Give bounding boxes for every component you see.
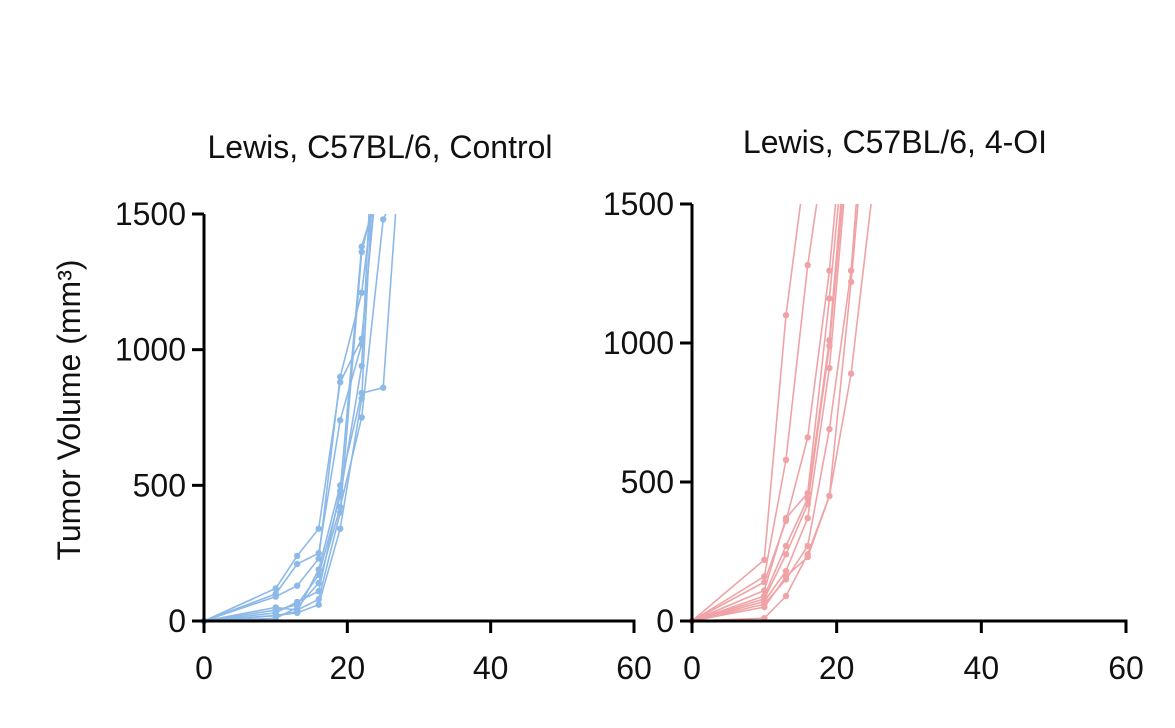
4oi-series-layer — [688, 204, 872, 625]
y-axis-label: Tumor Volume (mm³) — [51, 259, 87, 560]
control-data-point-5-4 — [315, 550, 322, 557]
control-data-point-9-2 — [272, 612, 279, 619]
4oi-series-line-4 — [691, 204, 840, 622]
control-data-point-9-5 — [337, 482, 344, 489]
4oi-x-tick-label-40: 40 — [964, 650, 1000, 686]
control-y-tick-label-0: 0 — [168, 603, 186, 639]
control-series-line-8 — [203, 214, 387, 622]
4oi-data-point-7-4 — [804, 514, 811, 522]
4oi-data-point-6-3 — [782, 551, 790, 558]
control-data-point-3-3 — [294, 582, 301, 589]
4oi-title: Lewis, C57BL/6, 4-OI — [743, 124, 1047, 160]
4oi-y-tick-label-500: 500 — [621, 464, 674, 500]
4oi-y-tick-label-1000: 1000 — [603, 325, 674, 361]
4oi-series-line-1 — [691, 204, 802, 622]
4oi-data-point-10-4 — [804, 553, 811, 561]
4oi-data-point-2-4 — [804, 262, 811, 269]
4oi-data-point-10-6 — [847, 370, 855, 377]
control-plot-area — [200, 214, 397, 625]
4oi-data-point-3-5 — [826, 267, 833, 274]
control-data-point-8-4 — [315, 579, 322, 587]
4oi-plot-area — [688, 204, 872, 625]
control-y-tick-label-1500: 1500 — [115, 196, 186, 232]
control-data-point-8-5 — [337, 503, 344, 511]
control-data-point-3-6 — [358, 289, 365, 296]
control-data-point-8-7 — [380, 216, 387, 223]
control-data-point-9-7 — [380, 384, 387, 391]
control-series-layer — [200, 214, 397, 625]
control-x-tick-label-60: 60 — [616, 650, 652, 686]
4oi-data-point-2-3 — [782, 456, 790, 463]
4oi-data-point-5-3 — [782, 542, 790, 550]
control-series-line-1 — [203, 214, 373, 622]
4oi-data-point-10-5 — [826, 492, 833, 500]
control-data-point-2-6 — [358, 248, 365, 256]
control-data-point-8-6 — [358, 414, 365, 421]
4oi-x-tick-label-60: 60 — [1108, 650, 1144, 686]
4oi-data-point-4-3 — [782, 514, 790, 522]
control-data-point-4-4 — [315, 525, 322, 532]
control-x-tick-label-40: 40 — [473, 650, 509, 686]
4oi-data-point-9-3 — [782, 592, 790, 600]
control-data-point-4-3 — [294, 552, 301, 560]
control-series-line-4 — [203, 214, 375, 622]
4oi-data-point-10-3 — [782, 573, 790, 580]
4oi-series-line-6 — [691, 204, 843, 622]
control-axes: 0 20 40 60 0 500 1000 1500 — [115, 196, 652, 686]
4oi-data-point-1-3 — [782, 312, 790, 319]
4oi-x-tick-label-0: 0 — [683, 650, 701, 686]
4oi-data-point-8-4 — [804, 542, 811, 550]
4oi-data-point-7-3 — [782, 567, 790, 575]
control-data-point-9-6 — [358, 389, 365, 397]
control-data-point-6-4 — [315, 601, 322, 608]
control-y-tick-label-1000: 1000 — [115, 332, 186, 368]
4oi-data-point-9-6 — [847, 278, 855, 285]
4oi-series-line-3 — [691, 204, 837, 622]
control-data-point-9-3 — [294, 608, 301, 615]
control-data-point-5-5 — [337, 417, 344, 424]
control-data-point-7-2 — [272, 606, 279, 614]
4oi-data-point-4-5 — [826, 295, 833, 302]
control-data-point-4-2 — [272, 585, 279, 592]
4oi-data-point-1-2 — [761, 556, 768, 563]
4oi-y-tick-label-1500: 1500 — [603, 186, 674, 222]
control-x-tick-label-0: 0 — [195, 650, 213, 686]
control-data-point-7-6 — [358, 362, 365, 370]
control-series-line-2 — [203, 214, 372, 622]
control-data-point-6-5 — [337, 525, 344, 532]
4oi-data-point-3-4 — [804, 434, 811, 441]
control-series-line-9 — [203, 214, 397, 622]
4oi-x-tick-label-20: 20 — [819, 650, 855, 686]
control-data-point-5-2 — [272, 590, 279, 598]
4oi-y-tick-label-0: 0 — [656, 603, 674, 639]
4oi-series-line-7 — [691, 204, 845, 622]
4oi-data-point-8-5 — [826, 426, 833, 433]
control-data-point-4-5 — [337, 379, 344, 386]
4oi-series-line-5 — [691, 204, 842, 622]
control-y-tick-label-500: 500 — [133, 467, 186, 503]
control-title: Lewis, C57BL/6, Control — [207, 129, 552, 165]
4oi-data-point-7-5 — [826, 364, 833, 372]
4oi-data-point-10-2 — [761, 603, 768, 611]
control-panel: Lewis, C57BL/6, Control 0 20 40 60 0 500 1000 1… — [115, 129, 652, 686]
control-data-point-5-3 — [294, 560, 301, 568]
control-data-point-9-4 — [315, 566, 322, 573]
control-x-tick-label-20: 20 — [330, 650, 366, 686]
